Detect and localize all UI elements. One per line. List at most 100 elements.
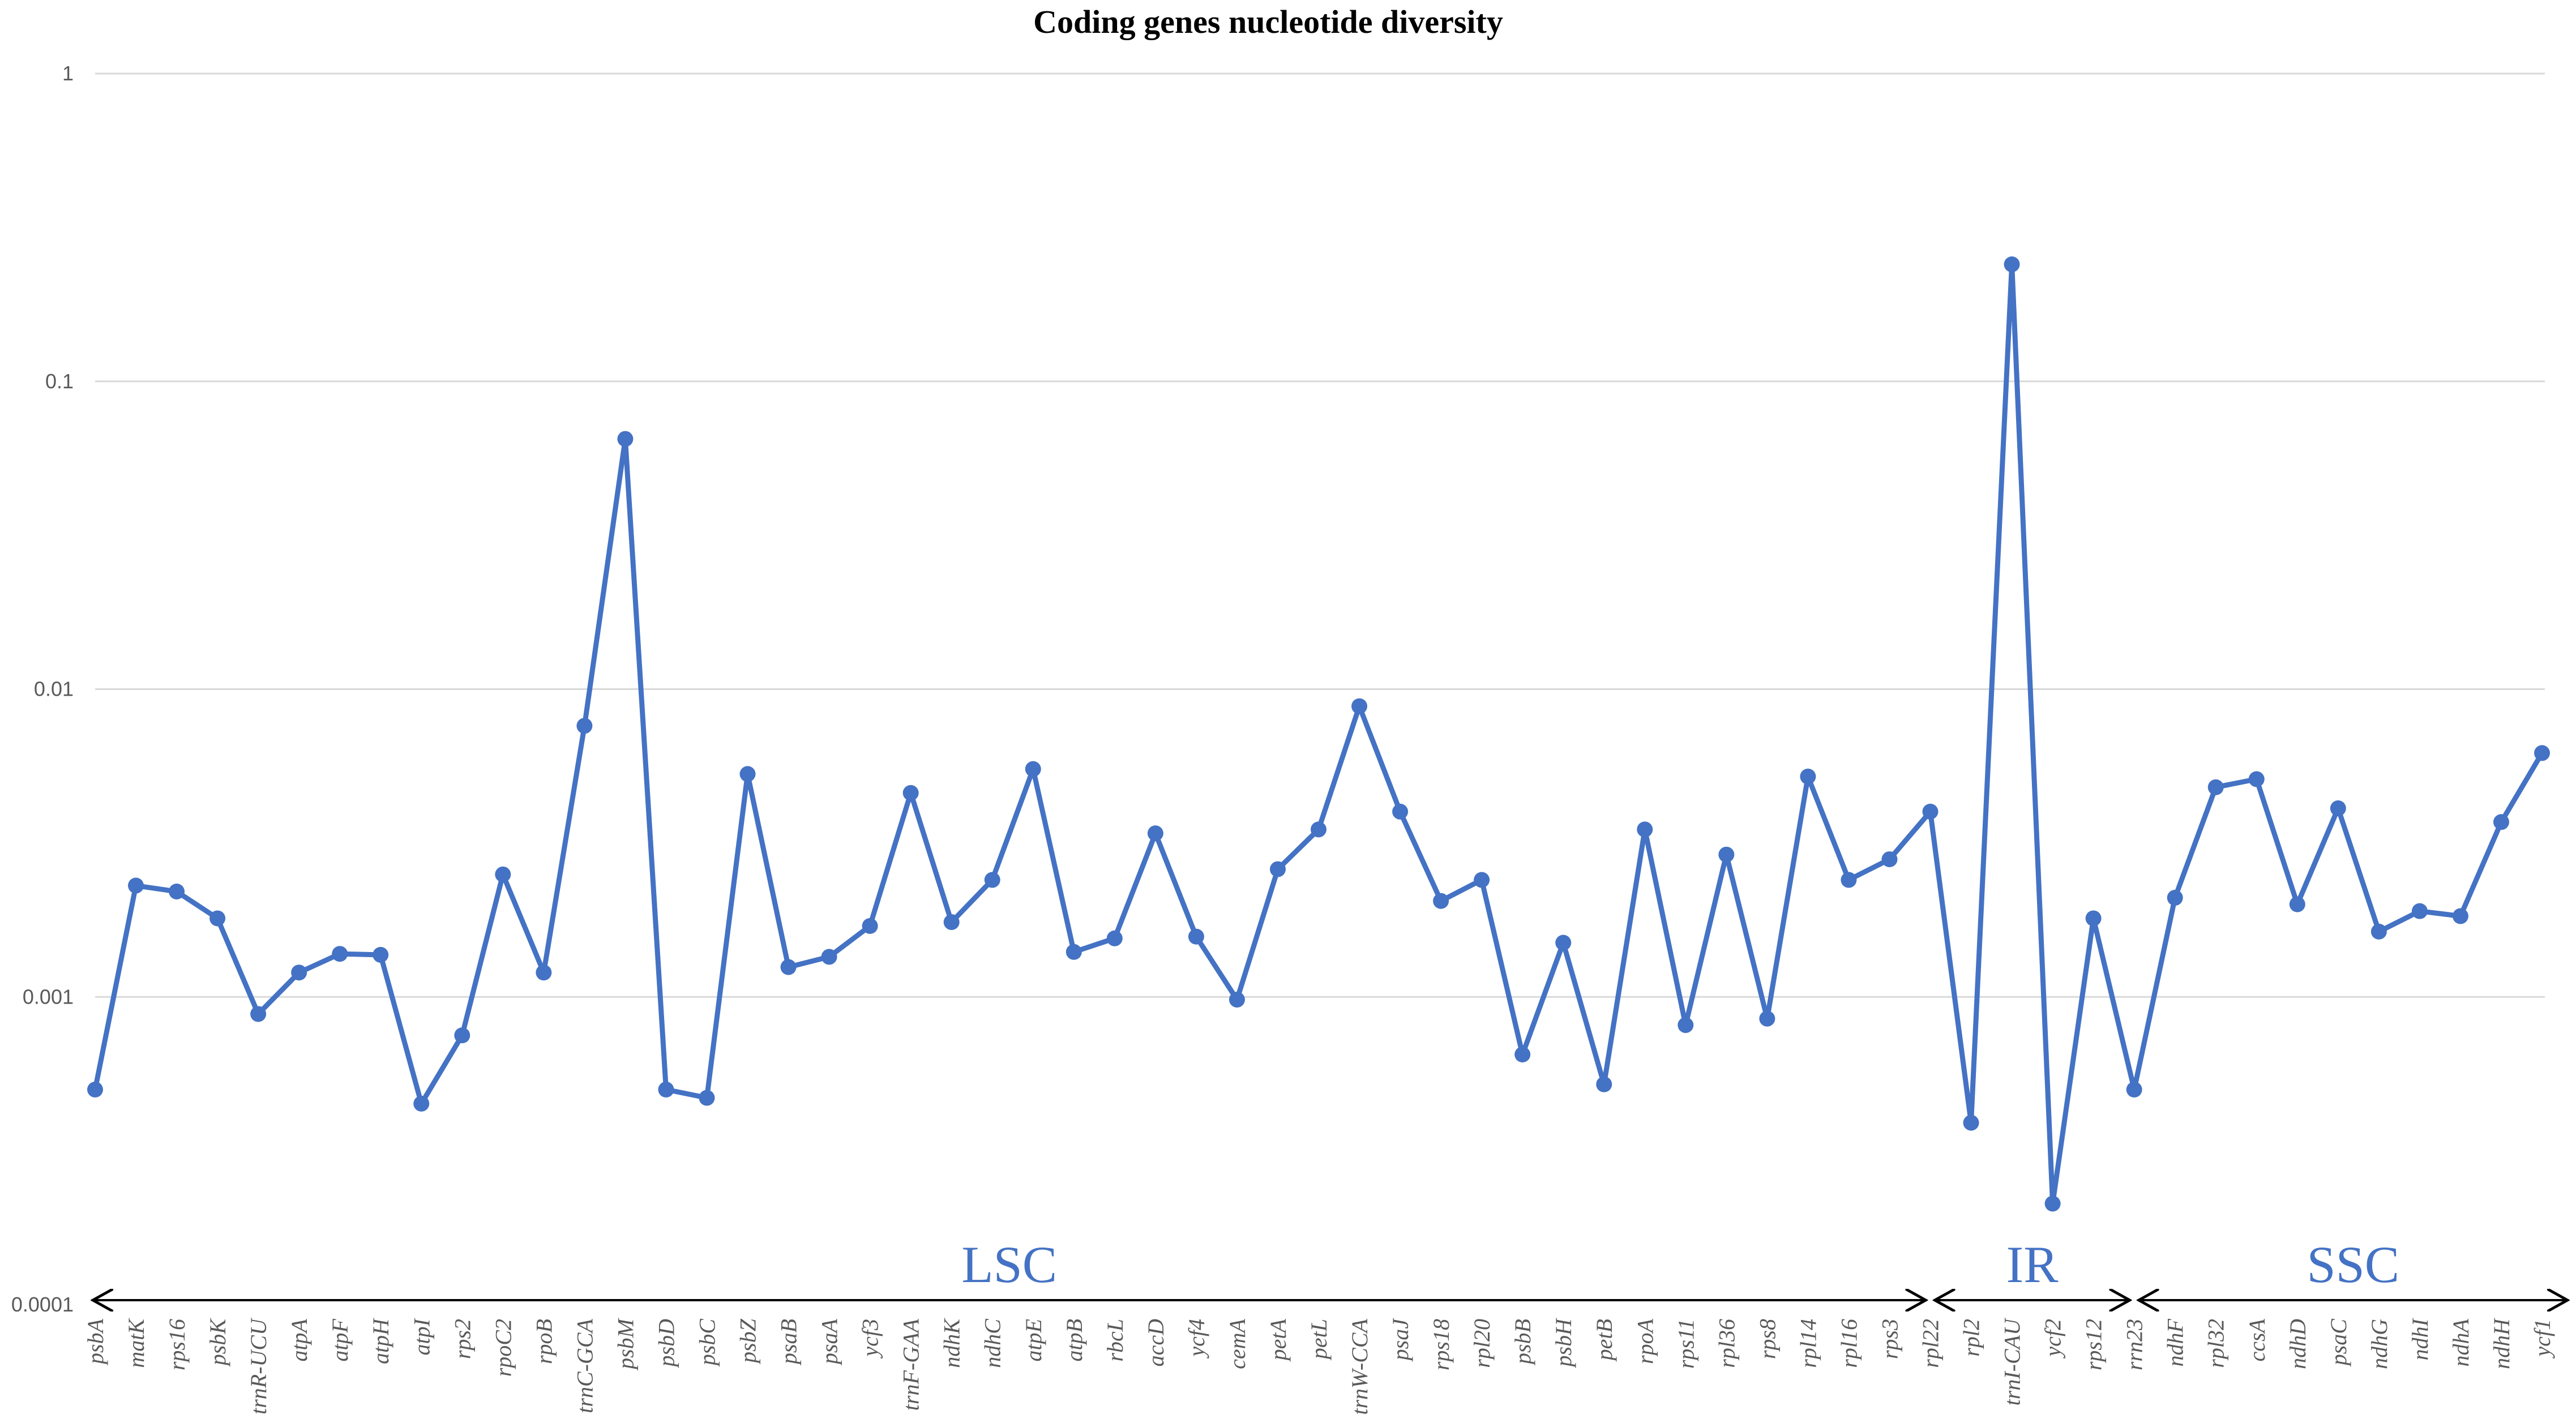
data-point [250, 1006, 267, 1022]
data-point [2004, 256, 2020, 273]
x-tick-label: atpI [409, 1318, 434, 1355]
x-tick-label: rrn23 [2122, 1319, 2147, 1370]
data-point [2248, 771, 2265, 787]
x-tick-label: psbH [1551, 1318, 1576, 1369]
x-tick-label: psaJ [1388, 1318, 1413, 1362]
x-tick-label: ndhF [2163, 1318, 2188, 1366]
x-tick-label: petB [1591, 1319, 1617, 1362]
data-point [1514, 1046, 1531, 1062]
data-point [1229, 992, 1245, 1008]
chart-title: Coding genes nucleotide diversity [1033, 3, 1503, 40]
x-tick-label: rps12 [2081, 1319, 2107, 1370]
x-tick-label: rps18 [1428, 1319, 1454, 1370]
x-tick-label: rpoB [531, 1319, 557, 1364]
data-point [821, 949, 837, 965]
x-axis-tick-labels: psbA matK rps16 psbK trnR-UCU atpA atpF atpH atp… [83, 1317, 2555, 1415]
data-point [1555, 935, 1572, 951]
data-point [2044, 1195, 2061, 1212]
y-tick-label: 0.01 [34, 678, 74, 701]
data-point [1841, 872, 1857, 888]
data-point [1800, 768, 1816, 785]
x-tick-label: rbcL [1102, 1319, 1128, 1362]
x-tick-label: ycf2 [2040, 1319, 2066, 1359]
data-point [1963, 1115, 1979, 1131]
x-tick-label: ndhD [2285, 1319, 2310, 1369]
x-tick-label: cemA [1225, 1318, 1250, 1369]
x-tick-label: atpA [286, 1318, 312, 1361]
data-point [454, 1027, 470, 1044]
data-point [699, 1090, 715, 1106]
region-annotations: LSC IR SSC [93, 1236, 2568, 1300]
x-tick-label: rpl36 [1714, 1319, 1739, 1368]
x-tick-label: atpB [1062, 1319, 1087, 1362]
x-tick-label: rpl20 [1469, 1319, 1495, 1368]
data-point [943, 914, 960, 931]
data-point [902, 785, 919, 801]
data-point [1433, 893, 1449, 909]
x-tick-label: psbK [205, 1318, 230, 1368]
data-point [128, 877, 144, 894]
data-point [2493, 814, 2509, 830]
data-point [2289, 896, 2305, 912]
data-point [1922, 803, 1939, 820]
x-tick-label: ndhG [2367, 1319, 2392, 1369]
data-point [495, 866, 511, 882]
data-point [1759, 1010, 1775, 1027]
data-point [658, 1081, 674, 1098]
x-tick-label: trnI-CAU [2000, 1317, 2025, 1405]
x-tick-label: rps16 [164, 1319, 190, 1370]
x-tick-label: trnW-CCA [1347, 1318, 1372, 1415]
data-point [780, 959, 797, 975]
data-point [2085, 910, 2102, 927]
x-tick-label: petA [1265, 1318, 1291, 1362]
x-tick-label: atpF [327, 1318, 353, 1361]
data-point [87, 1081, 103, 1098]
data-point [291, 965, 307, 981]
x-tick-label: psbD [653, 1319, 679, 1369]
data-point [739, 766, 756, 782]
y-tick-label: 0.1 [45, 370, 74, 393]
x-tick-label: psbC [695, 1318, 720, 1368]
x-tick-label: psbB [1510, 1319, 1535, 1366]
y-axis-tick-labels: 1 0.1 0.01 0.001 0.0001 [11, 62, 74, 1316]
x-tick-label: ycf3 [858, 1319, 883, 1359]
x-tick-label: psbM [613, 1317, 638, 1371]
x-tick-label: ndhA [2448, 1318, 2474, 1366]
x-tick-label: rpoC2 [490, 1319, 516, 1377]
data-point [1718, 846, 1735, 863]
x-tick-label: trnR-UCU [246, 1317, 271, 1415]
x-tick-label: rpl22 [1918, 1319, 1944, 1368]
data-point [1269, 861, 1286, 877]
data-point [1106, 930, 1123, 946]
x-tick-label: ndhC [980, 1318, 1005, 1368]
data-point [209, 910, 226, 927]
x-tick-label: rps11 [1673, 1319, 1698, 1369]
data-point [2126, 1081, 2142, 1098]
x-tick-label: psbA [83, 1318, 108, 1366]
x-tick-label: rpl16 [1836, 1319, 1862, 1368]
x-tick-label: ccsA [2244, 1318, 2270, 1361]
data-point [2207, 779, 2224, 795]
data-point [1066, 944, 1082, 960]
x-tick-label: ycf1 [2530, 1319, 2555, 1359]
x-tick-label: accD [1143, 1319, 1169, 1367]
y-tick-label: 0.0001 [11, 1293, 74, 1316]
data-point [1881, 851, 1898, 868]
data-point [373, 946, 389, 963]
gridlines [95, 72, 2545, 998]
x-tick-label: rpoA [1632, 1318, 1658, 1364]
data-point [2370, 923, 2387, 940]
x-tick-label: ndhH [2489, 1318, 2514, 1369]
x-tick-label: ndhK [939, 1318, 965, 1368]
x-tick-label: psbZ [735, 1318, 761, 1365]
x-tick-label: rps3 [1877, 1319, 1902, 1359]
x-tick-label: ycf4 [1184, 1319, 1209, 1359]
data-point [413, 1095, 430, 1112]
x-tick-label: rpl2 [1959, 1319, 1984, 1357]
data-point [576, 718, 593, 734]
data-point [1351, 698, 1368, 714]
data-point [536, 965, 552, 981]
data-point [1025, 761, 1041, 777]
x-tick-label: trnC-GCA [572, 1318, 597, 1413]
data-point [1596, 1076, 1612, 1092]
